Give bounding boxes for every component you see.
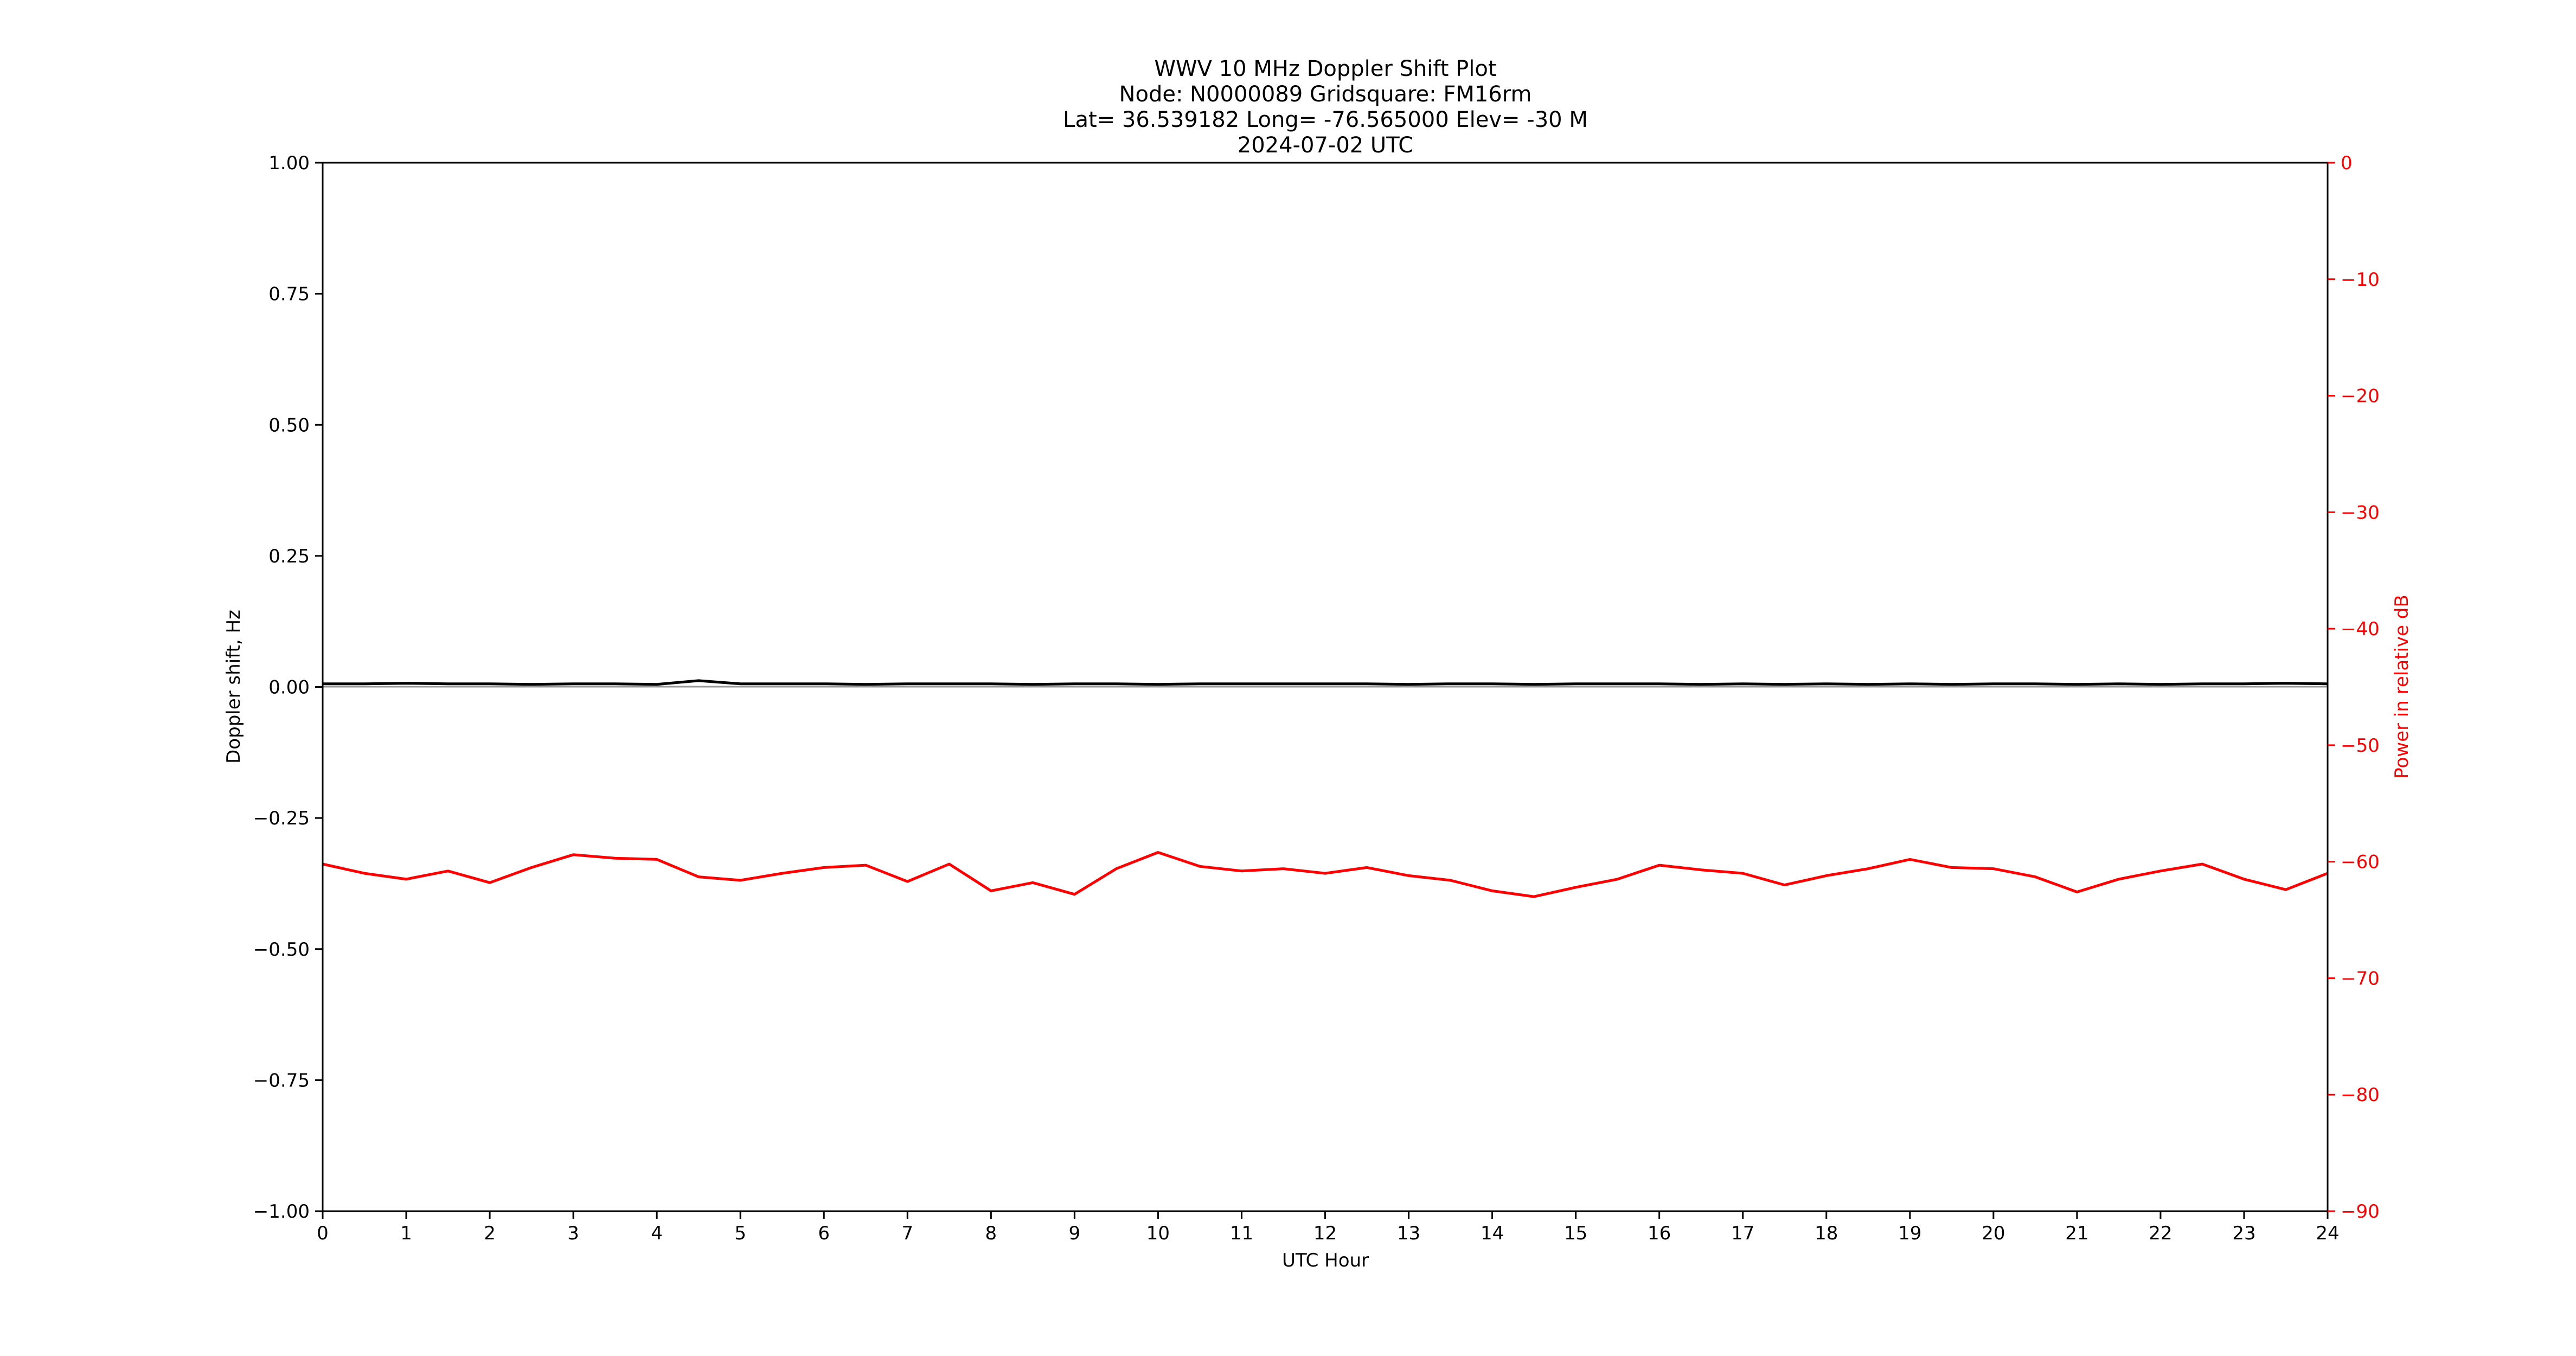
y-tick-label: −0.25 — [253, 808, 310, 829]
title-line-1: WWV 10 MHz Doppler Shift Plot — [1154, 56, 1496, 81]
title-line-4: 2024-07-02 UTC — [1238, 133, 1413, 158]
x-tick-label: 17 — [1731, 1223, 1754, 1244]
x-tick-label: 4 — [651, 1223, 663, 1244]
x-tick-label: 11 — [1230, 1223, 1253, 1244]
x-axis-label: UTC Hour — [1282, 1250, 1369, 1271]
y-tick-label: 0.00 — [268, 677, 310, 699]
x-tick-label: 0 — [317, 1223, 329, 1244]
title-line-3: Lat= 36.539182 Long= -76.565000 Elev= -3… — [1063, 107, 1588, 132]
y2-tick-label: −10 — [2341, 269, 2380, 291]
x-tick-label: 10 — [1146, 1223, 1170, 1244]
y2-tick-label: −90 — [2341, 1201, 2380, 1223]
title-line-2: Node: N0000089 Gridsquare: FM16rm — [1119, 82, 1532, 107]
y2-axis-label: Power in relative dB — [2391, 594, 2413, 778]
x-tick-label: 8 — [985, 1223, 997, 1244]
x-tick-label: 18 — [1815, 1223, 1838, 1244]
x-axis: 0 1 2 3 4 5 6 7 8 9 10 11 12 13 14 15 16 17 18 19 20 21 22 23 24 — [317, 1211, 2340, 1244]
y-tick-label: −0.50 — [253, 939, 310, 961]
y2-tick-label: −20 — [2341, 386, 2380, 407]
series-layer — [322, 679, 2328, 898]
y-axis-right: 0 −10 −20 −30 −40 −50 −60 −70 −80 −90 — [2328, 152, 2380, 1223]
x-tick-label: 24 — [2316, 1223, 2339, 1244]
y2-tick-label: −30 — [2341, 502, 2380, 523]
x-tick-label: 19 — [1898, 1223, 1921, 1244]
x-tick-label: 21 — [2065, 1223, 2088, 1244]
y-tick-label: −0.75 — [253, 1070, 310, 1091]
doppler-series-line — [323, 679, 2328, 686]
x-tick-label: 6 — [818, 1223, 830, 1244]
x-tick-label: 12 — [1313, 1223, 1337, 1244]
x-tick-label: 3 — [567, 1223, 579, 1244]
y2-tick-label: −70 — [2341, 968, 2380, 989]
x-tick-label: 2 — [484, 1223, 496, 1244]
y-tick-label: 0.75 — [268, 284, 310, 305]
y-axis-left: 1.00 0.75 0.50 0.25 0.00 −0.25 −0.50 −0.75 −1.00 — [253, 152, 323, 1223]
x-tick-label: 9 — [1069, 1223, 1081, 1244]
x-tick-label: 13 — [1397, 1223, 1420, 1244]
y-axis-label: Doppler shift, Hz — [223, 610, 245, 764]
y2-tick-label: −40 — [2341, 618, 2380, 640]
y2-tick-label: −60 — [2341, 852, 2380, 873]
chart-title: WWV 10 MHz Doppler Shift Plot Node: N000… — [1063, 56, 1588, 158]
x-tick-label: 14 — [1481, 1223, 1504, 1244]
x-tick-label: 16 — [1648, 1223, 1671, 1244]
x-tick-label: 5 — [734, 1223, 746, 1244]
y2-tick-label: 0 — [2341, 152, 2353, 174]
y2-tick-label: −50 — [2341, 735, 2380, 757]
x-tick-label: 1 — [400, 1223, 412, 1244]
y2-tick-label: −80 — [2341, 1084, 2380, 1106]
x-tick-label: 20 — [1982, 1223, 2005, 1244]
x-tick-label: 15 — [1564, 1223, 1587, 1244]
y-tick-label: −1.00 — [253, 1201, 310, 1223]
y-tick-label: 1.00 — [268, 152, 310, 174]
y-tick-label: 0.50 — [268, 414, 310, 436]
x-tick-label: 22 — [2149, 1223, 2172, 1244]
y-tick-label: 0.25 — [268, 546, 310, 567]
power-series-line — [322, 851, 2328, 898]
x-tick-label: 7 — [901, 1223, 913, 1244]
x-tick-label: 23 — [2232, 1223, 2255, 1244]
